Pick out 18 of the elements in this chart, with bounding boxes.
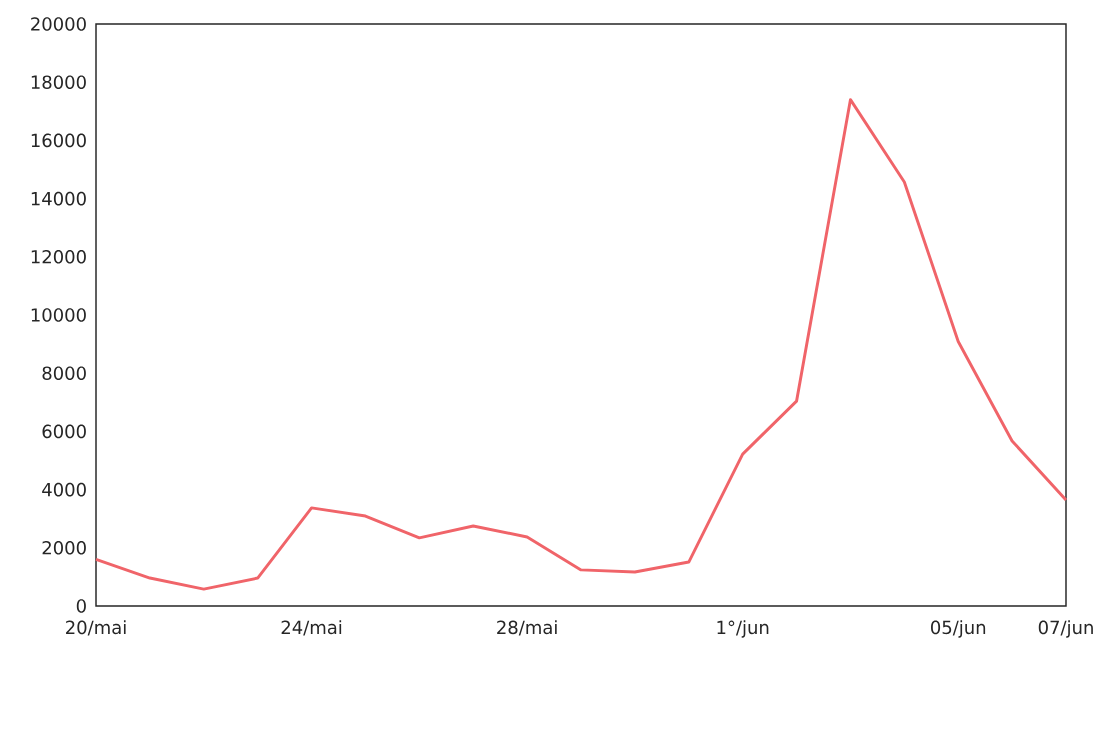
line-series bbox=[94, 98, 1068, 591]
x-tick-label: 24/mai bbox=[281, 620, 342, 636]
y-tick-label: 6000 bbox=[42, 424, 86, 439]
x-tick-label: 20/mai bbox=[66, 620, 126, 636]
x-tick-label: 1°/jun bbox=[717, 620, 769, 638]
y-tick-label: 2000 bbox=[42, 540, 86, 555]
y-tick-label: 20000 bbox=[31, 17, 86, 31]
y-tick-label: 18000 bbox=[31, 75, 86, 89]
x-tick-label: 07/jun bbox=[1038, 620, 1093, 638]
y-tick-label: 0 bbox=[76, 599, 86, 613]
y-tick-label: 10000 bbox=[31, 308, 86, 322]
y-tick-label: 14000 bbox=[31, 191, 86, 206]
x-tick-label: 05/jun bbox=[931, 620, 986, 638]
x-tick-label: 28/mai bbox=[497, 620, 557, 636]
y-tick-label: 4000 bbox=[42, 482, 86, 497]
y-tick-label: 12000 bbox=[31, 249, 86, 264]
y-tick-label: 8000 bbox=[42, 366, 86, 380]
y-tick-label: 16000 bbox=[31, 133, 86, 148]
